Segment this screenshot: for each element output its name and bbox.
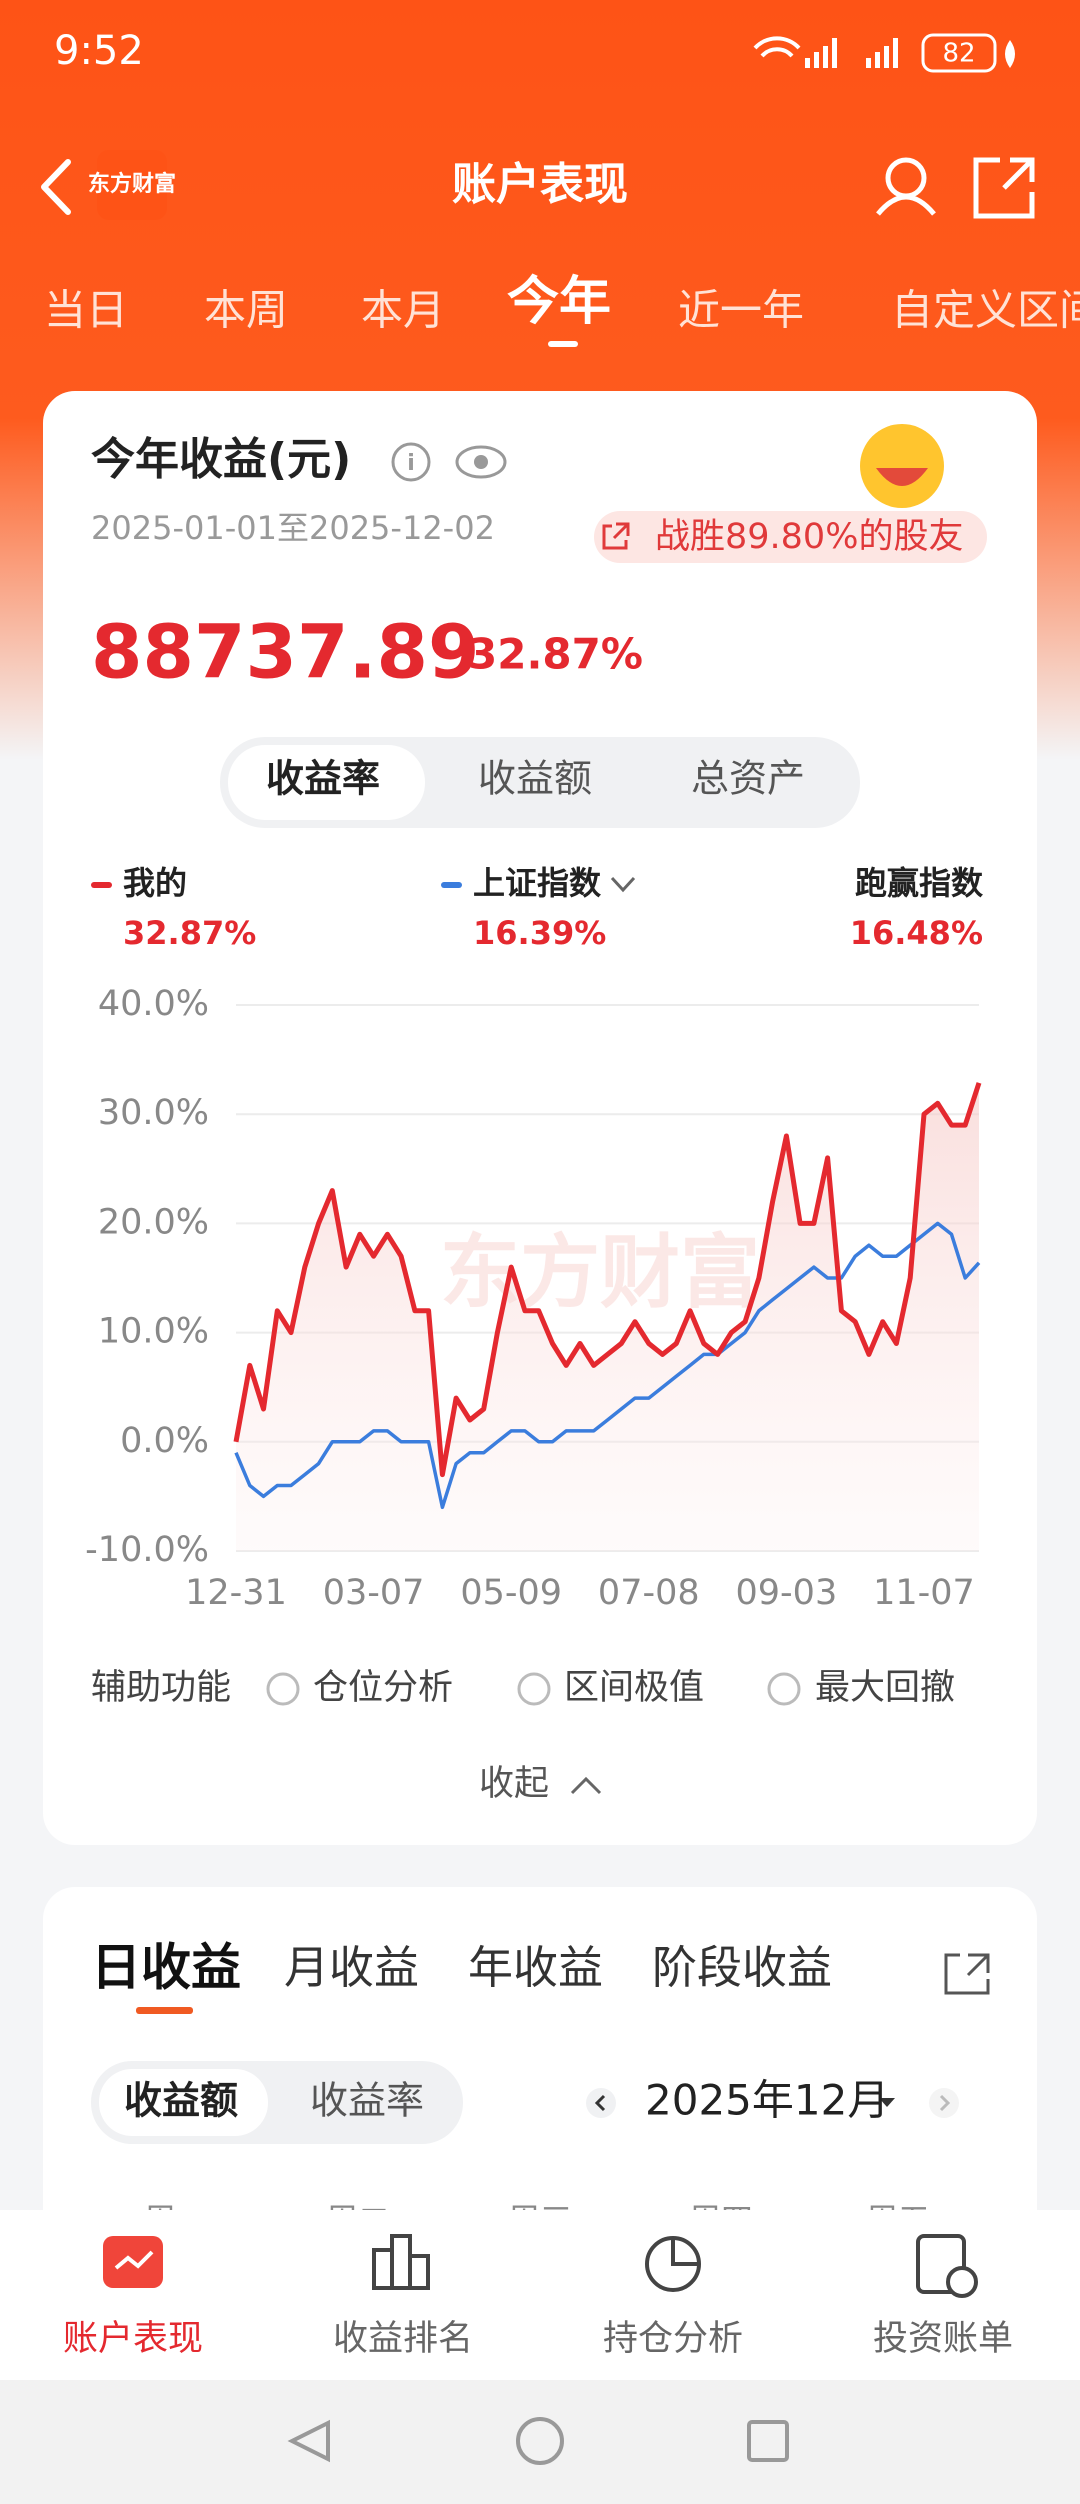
chart: 东方财富 -10.0% 0.0% 10.0% 20.0% 30.0% 40.0% 12-31 0…	[85, 984, 982, 1613]
total-amount: 88737.89	[91, 610, 480, 696]
radio-buttons[interactable]	[266, 1672, 801, 1706]
charge-icon	[1005, 40, 1015, 68]
system-nav	[0, 2380, 1080, 2504]
legend-label: 上证指数	[473, 864, 602, 902]
comparison-label: 跑赢指数	[855, 864, 984, 902]
legend-value: 16.39%	[473, 914, 606, 952]
x-tick-label: 12-31	[185, 1573, 287, 1613]
bottom-nav	[0, 2210, 1080, 2380]
legend-label: 我的	[123, 864, 187, 902]
wifi-icon	[753, 36, 801, 58]
y-tick-label: 40.0%	[98, 984, 209, 1024]
earnings-tab[interactable]: 日收益	[91, 1939, 241, 1997]
total-rate: 32.87%	[468, 630, 643, 679]
legend-value: 32.87%	[123, 914, 256, 952]
svg-text:i: i	[407, 451, 415, 476]
date-range: 2025-01-01至2025-12-02	[91, 509, 495, 547]
tab-indicator	[548, 341, 578, 347]
toggle-option[interactable]: 收益率	[310, 2079, 424, 2123]
weekday: 周四	[689, 2201, 753, 2239]
period-tab[interactable]: 当日	[44, 286, 128, 335]
tab-indicator	[136, 2007, 193, 2014]
earnings-tab[interactable]: 月收益	[284, 1941, 419, 1994]
next-month[interactable]	[929, 2088, 959, 2118]
share-icon[interactable]	[973, 157, 1035, 219]
period-tab[interactable]: 今年	[507, 272, 611, 332]
badge[interactable]	[594, 511, 987, 563]
back-button[interactable]	[41, 159, 71, 215]
system-buttons[interactable]	[287, 2417, 789, 2465]
logo	[97, 150, 167, 220]
period-tab[interactable]: 自定义区间	[891, 286, 1080, 335]
line	[234, 1221, 981, 1510]
toggle-selected	[228, 745, 425, 820]
legend-swatch	[91, 882, 112, 888]
y-tick-label: 0.0%	[120, 1421, 209, 1461]
earnings-tab[interactable]: 年收益	[468, 1941, 603, 1994]
collapse-icon[interactable]	[570, 1776, 602, 1795]
x-tick-label: 11-07	[873, 1573, 975, 1613]
weekday: 周一	[144, 2201, 208, 2239]
weekday: 周五	[866, 2201, 930, 2239]
share-icon[interactable]	[944, 1953, 990, 1995]
battery-level: 82	[942, 39, 975, 69]
period-tab[interactable]: 本周	[204, 286, 288, 335]
x-tick-label: 07-08	[598, 1573, 700, 1613]
x-tick-label: 03-07	[323, 1573, 425, 1613]
watermark: 东方财富	[440, 1226, 760, 1319]
period-tab[interactable]: 本月	[361, 286, 445, 335]
tool-option[interactable]: 最大回撤	[815, 1668, 955, 1708]
area	[236, 1082, 979, 1551]
weekday: 周二	[326, 2201, 390, 2239]
eye-icon[interactable]	[455, 445, 507, 479]
weekday-row: 周一 周二 周三 周四 周五	[144, 2201, 930, 2239]
x-tick-label: 05-09	[460, 1573, 562, 1613]
tools-label: 辅助功能	[91, 1668, 231, 1708]
y-tick-label: 10.0%	[98, 1312, 209, 1352]
toggle-option[interactable]: 收益额	[124, 2079, 238, 2123]
y-tick-label: 30.0%	[98, 1093, 209, 1133]
logo-text: 东方财富	[88, 171, 176, 197]
emoji-icon	[860, 424, 944, 508]
info-icon[interactable]	[391, 442, 431, 482]
period-tab[interactable]: 近一年	[678, 286, 804, 335]
summary-title: 今年收益(元)	[91, 434, 351, 485]
index-dropdown[interactable]	[610, 876, 636, 893]
toggle-selected	[99, 2069, 268, 2136]
battery-icon	[921, 33, 997, 73]
tool-option[interactable]: 区间极值	[564, 1668, 704, 1708]
legend-swatch	[441, 882, 462, 888]
nav-icons[interactable]	[372, 2234, 978, 2298]
weekday: 周三	[508, 2201, 572, 2239]
signal-icon	[805, 38, 898, 68]
x-tick-label: 09-03	[736, 1573, 838, 1613]
page-title: 账户表现	[452, 159, 628, 210]
earnings-tab[interactable]: 阶段收益	[652, 1941, 832, 1994]
tool-option[interactable]: 仓位分析	[313, 1668, 453, 1708]
time: 9:52	[54, 28, 144, 74]
prev-month[interactable]	[586, 2088, 616, 2118]
comparison-value: 16.48%	[850, 914, 983, 952]
month-label[interactable]: 2025年12月	[645, 2076, 889, 2125]
y-tick-label: 20.0%	[98, 1202, 209, 1242]
line	[233, 1082, 982, 1478]
toggle-option[interactable]: 总资产	[691, 757, 805, 801]
toggle-option[interactable]: 收益率	[266, 757, 380, 801]
nav-label[interactable]: 收益排名	[333, 2319, 473, 2359]
nav-label[interactable]: 账户表现	[63, 2319, 203, 2359]
month-dropdown[interactable]	[879, 2098, 895, 2107]
nav-label[interactable]: 投资账单	[873, 2319, 1013, 2359]
nav-label[interactable]: 持仓分析	[603, 2319, 743, 2359]
y-tick-label: -10.0%	[85, 1530, 209, 1570]
toggle-option[interactable]: 收益额	[478, 757, 592, 801]
badge-text[interactable]: 战胜89.80%的股友	[655, 517, 963, 557]
collapse-button[interactable]: 收起	[479, 1764, 549, 1804]
